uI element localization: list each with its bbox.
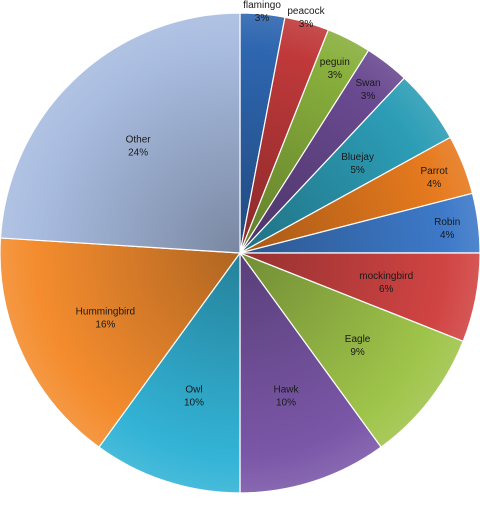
slice-category-swan: Swan <box>355 78 380 89</box>
slice-percent-eagle: 9% <box>350 347 365 358</box>
slice-label-bluejay: Bluejay 5% <box>341 152 374 176</box>
slice-category-flamingo: flamingo <box>243 0 281 11</box>
slice-label-peguin: peguin 3% <box>320 57 350 81</box>
slice-label-hummingbird: Hummingbird 16% <box>76 306 135 330</box>
slice-category-mockingbird: mockingbird <box>359 271 413 282</box>
slice-percent-robin: 4% <box>440 230 455 241</box>
slice-label-hawk: Hawk 10% <box>273 385 299 409</box>
slice-label-owl: Owl 10% <box>184 385 204 409</box>
slice-percent-mockingbird: 6% <box>379 284 394 295</box>
slice-percent-other: 24% <box>128 148 148 159</box>
pie-slice-other <box>0 12 241 254</box>
slice-percent-hummingbird: 16% <box>95 319 115 330</box>
slice-category-peacock: peacock <box>287 6 325 17</box>
slice-percent-bluejay: 5% <box>350 165 365 176</box>
slice-label-peacock: peacock 3% <box>287 6 325 30</box>
slice-label-parrot: Parrot 4% <box>420 166 447 190</box>
slice-percent-owl: 10% <box>184 398 204 409</box>
slice-label-swan: Swan 3% <box>355 78 380 102</box>
slice-category-eagle: Eagle <box>345 334 371 345</box>
slice-percent-hawk: 10% <box>276 398 296 409</box>
slice-percent-parrot: 4% <box>427 179 442 190</box>
slice-category-owl: Owl <box>185 385 202 396</box>
slice-percent-peguin: 3% <box>328 70 343 81</box>
pie-slices <box>0 12 480 494</box>
slice-category-hawk: Hawk <box>273 385 299 396</box>
slice-label-mockingbird: mockingbird 6% <box>359 271 413 295</box>
slice-category-robin: Robin <box>434 217 460 228</box>
slice-label-robin: Robin 4% <box>434 217 460 241</box>
pie-slice-hummingbird <box>0 237 242 448</box>
slice-category-hummingbird: Hummingbird <box>76 306 135 317</box>
pie-labels: flamingo 3% peacock 3% peguin 3% Swan 3% Bluejay… <box>76 0 461 409</box>
slice-label-other: Other 24% <box>126 135 152 159</box>
pie-slice-eagle <box>238 251 464 448</box>
slice-percent-flamingo: 3% <box>255 13 270 24</box>
slice-label-flamingo: flamingo 3% <box>243 0 281 24</box>
slice-category-other: Other <box>126 135 152 146</box>
slice-category-peguin: peguin <box>320 57 350 68</box>
slice-percent-swan: 3% <box>361 91 376 102</box>
slice-category-parrot: Parrot <box>420 166 447 177</box>
slice-label-eagle: Eagle 9% <box>345 334 371 358</box>
slice-percent-peacock: 3% <box>299 19 314 30</box>
pie-slice-hawk <box>239 251 382 494</box>
pie-slice-owl <box>98 251 241 494</box>
slice-category-bluejay: Bluejay <box>341 152 374 163</box>
